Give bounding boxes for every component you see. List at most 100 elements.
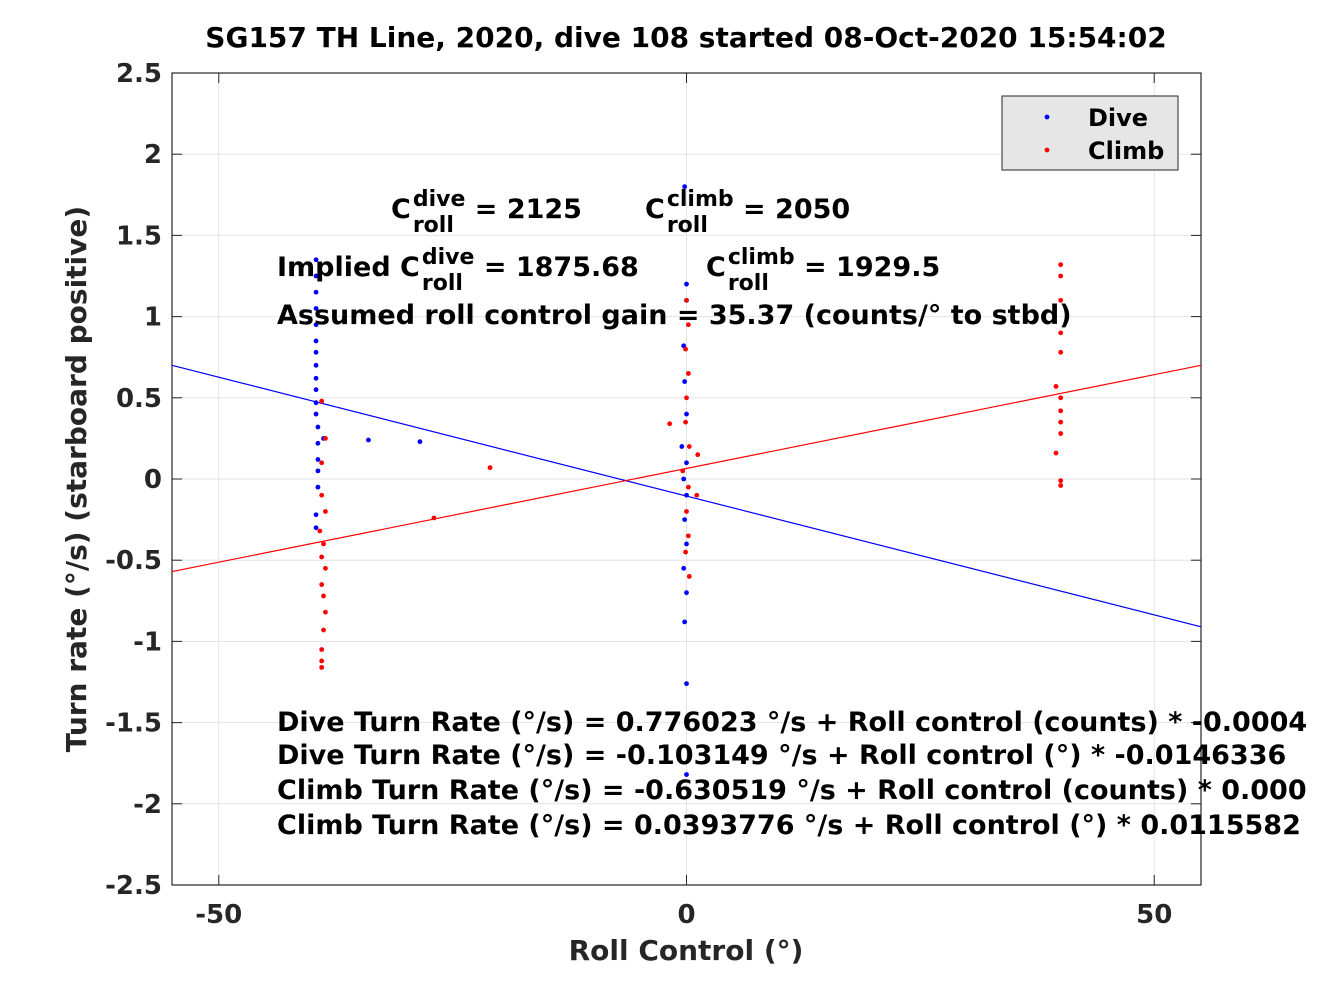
data-point — [681, 565, 687, 571]
data-point — [315, 424, 321, 430]
data-point — [684, 681, 689, 687]
data-point — [685, 484, 691, 490]
legend-label: Dive — [1088, 104, 1148, 132]
y-tick-label: 2 — [144, 140, 162, 170]
data-point — [313, 387, 319, 393]
data-point — [313, 362, 319, 368]
data-point — [1058, 395, 1064, 401]
annotation-subscript: roll — [667, 213, 708, 238]
data-point — [683, 549, 688, 555]
data-point — [684, 395, 689, 401]
data-point — [1058, 262, 1064, 268]
data-point — [694, 492, 700, 498]
chart-title: SG157 TH Line, 2020, dive 108 started 08… — [205, 21, 1166, 54]
legend-marker — [1044, 147, 1050, 153]
y-axis-label: Turn rate (°/s) (starboard positive) — [60, 206, 93, 752]
data-point — [321, 541, 326, 547]
annotation-text: = 2125 — [465, 194, 582, 225]
data-point — [1058, 349, 1064, 355]
data-point — [319, 664, 325, 670]
legend-box — [1001, 95, 1179, 171]
data-point — [313, 512, 319, 518]
data-point — [319, 460, 325, 466]
data-point — [1058, 419, 1064, 425]
data-point — [1058, 330, 1064, 336]
data-point — [684, 590, 689, 596]
data-point — [313, 257, 319, 263]
annotation-text: = 2050 — [734, 194, 851, 225]
y-tick-label: -1 — [133, 627, 162, 657]
data-point — [681, 476, 687, 482]
data-point — [682, 379, 688, 384]
data-point — [313, 273, 319, 279]
data-point — [487, 465, 493, 471]
x-tick-label: -50 — [195, 900, 242, 930]
data-point — [684, 492, 689, 498]
data-point — [1058, 483, 1064, 488]
annotation-superscript: dive — [422, 245, 475, 270]
annotation-text: = 1929.5 — [795, 252, 941, 283]
annotation-text: Climb Turn Rate (°/s) = -0.630519 °/s + … — [277, 775, 1307, 806]
data-point — [323, 609, 328, 615]
annotation-superscript: climb — [728, 245, 795, 270]
data-point — [1058, 408, 1064, 414]
data-point — [685, 533, 691, 539]
data-point — [319, 658, 325, 664]
y-tick-label: -2 — [133, 790, 162, 820]
legend-label: Climb — [1088, 137, 1164, 165]
data-point — [313, 349, 319, 355]
y-tick-label: -0.5 — [105, 546, 162, 576]
data-point — [319, 398, 325, 404]
annotation-text: = 1875.68 — [474, 252, 638, 283]
data-point — [686, 574, 692, 579]
annotation-text: Dive Turn Rate (°/s) = 0.776023 °/s + Ro… — [277, 707, 1307, 738]
annotation-subscript: roll — [422, 271, 463, 296]
annotation-text: C — [706, 252, 726, 283]
y-tick-label: 1 — [144, 303, 162, 333]
data-point — [321, 627, 326, 633]
annotation-text: Dive Turn Rate (°/s) = -0.103149 °/s + R… — [277, 740, 1286, 771]
data-point — [682, 184, 688, 190]
data-point — [1058, 478, 1064, 484]
data-point — [684, 281, 689, 287]
data-point — [321, 593, 326, 599]
data-point — [313, 375, 319, 381]
data-point — [1058, 431, 1064, 436]
data-point — [313, 289, 319, 295]
annotation-superscript: dive — [413, 187, 466, 212]
annotation-text: C — [645, 194, 665, 225]
fit-line — [171, 364, 1202, 573]
data-point — [685, 371, 691, 376]
y-tick-label: 0 — [144, 465, 162, 495]
data-point — [679, 444, 685, 449]
data-point — [686, 444, 692, 449]
x-tick-label: 50 — [1136, 900, 1172, 930]
data-point — [319, 554, 325, 560]
data-point — [417, 439, 423, 445]
data-point — [431, 515, 437, 521]
y-tick-label: 0.5 — [116, 384, 162, 414]
data-point — [313, 400, 319, 406]
data-point — [680, 468, 686, 474]
legend-marker — [1044, 114, 1050, 120]
data-point — [667, 421, 673, 427]
data-point — [315, 484, 321, 490]
data-point — [695, 452, 701, 458]
data-point — [317, 528, 323, 534]
data-point — [366, 437, 371, 443]
data-point — [684, 460, 689, 466]
annotation-superscript: climb — [667, 187, 734, 212]
y-tick-label: -2.5 — [105, 871, 162, 901]
data-point — [684, 509, 689, 514]
data-point — [319, 582, 325, 587]
data-point — [682, 619, 688, 625]
x-axis-label: Roll Control (°) — [569, 934, 804, 967]
data-point — [1053, 384, 1059, 389]
data-point — [684, 772, 689, 777]
y-tick-label: 1.5 — [116, 221, 162, 251]
data-point — [684, 297, 689, 303]
data-point — [323, 565, 328, 571]
data-point — [1058, 273, 1064, 279]
y-tick-label: 2.5 — [116, 59, 162, 89]
